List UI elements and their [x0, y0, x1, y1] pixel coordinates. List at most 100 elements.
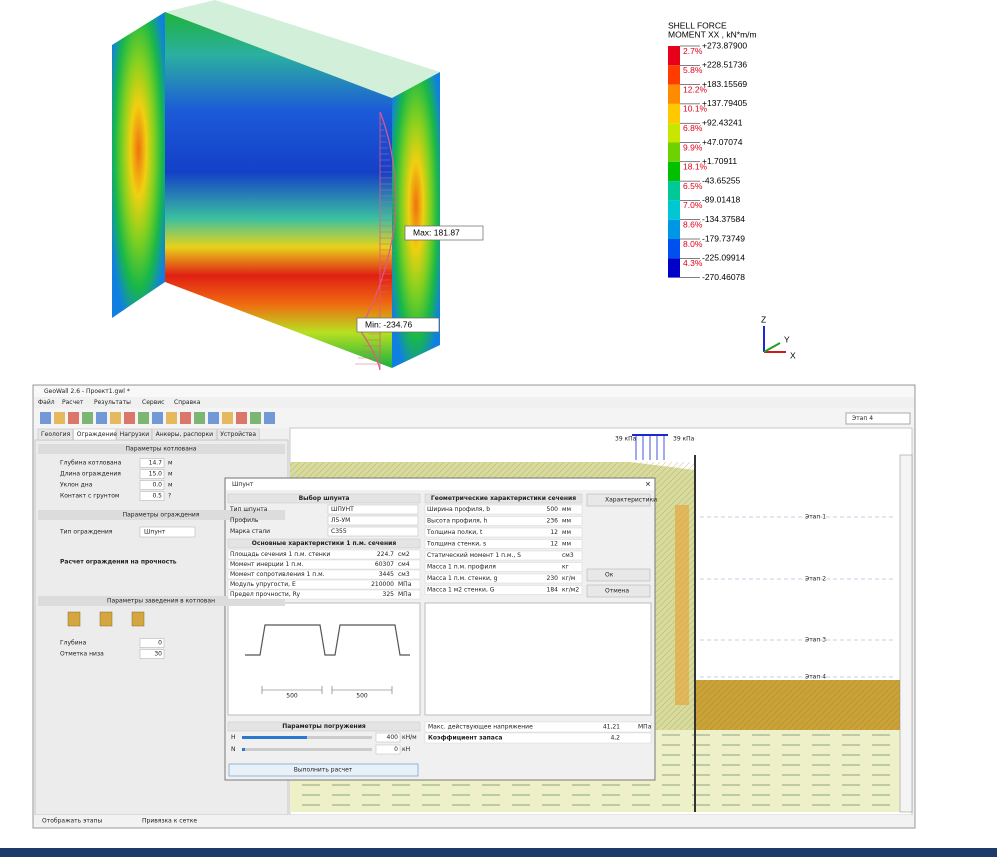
stage-label: Этап 3 [805, 637, 826, 644]
row-label: Высота профиля, h [427, 518, 488, 525]
max-label: Max: 181.87 [413, 227, 460, 237]
footer-bar [0, 848, 997, 857]
tab[interactable] [73, 428, 117, 441]
stage-label: Этап 2 [805, 576, 826, 583]
tab[interactable] [152, 428, 217, 441]
result-row [424, 721, 652, 733]
toolbar-icon[interactable] [236, 412, 247, 424]
toolbar-icon[interactable] [82, 412, 93, 424]
stage-label: Этап 4 [805, 674, 826, 681]
field-input[interactable] [139, 638, 165, 648]
row-value: 60307 [375, 561, 394, 568]
load-arrows [635, 436, 665, 460]
toolbar-icon[interactable] [138, 412, 149, 424]
table-row [424, 562, 583, 572]
dialog-close[interactable]: ✕ [645, 481, 651, 489]
toolbar-icon[interactable] [110, 412, 121, 424]
legend-value: +1.70911 [702, 156, 737, 166]
legend-value: -134.37584 [702, 214, 745, 224]
slider-fill[interactable] [242, 748, 245, 751]
tab[interactable] [216, 428, 260, 441]
tab-label: Анкеры, распорки [156, 431, 214, 438]
toolbar-icon[interactable] [96, 412, 107, 424]
row-label: Момент инерции 1 п.м. [230, 561, 304, 568]
row-unit: см3 [562, 552, 574, 559]
embed-icon[interactable] [131, 611, 145, 627]
field-value: 0 [158, 640, 162, 647]
field-input[interactable] [139, 491, 165, 501]
legend-value: -89.01418 [702, 195, 741, 205]
toolbar-icon[interactable] [54, 412, 65, 424]
menu-item[interactable]: Справка [174, 399, 201, 406]
toolbar-icon[interactable] [194, 412, 205, 424]
legend-value: +228.51736 [702, 60, 747, 70]
stage-select[interactable] [845, 412, 911, 425]
toolbar-icon[interactable] [166, 412, 177, 424]
field-label: Отметка низа [60, 651, 104, 658]
slider-fill[interactable] [242, 736, 307, 739]
combo[interactable] [139, 526, 196, 538]
row-unit: кг/м2 [562, 587, 579, 594]
tab-label: Устройства [220, 431, 256, 438]
legend-value: +137.79405 [702, 98, 747, 108]
menu-item[interactable]: Результаты [94, 399, 131, 406]
table-row [227, 559, 421, 570]
legend-swatch [668, 46, 680, 66]
dimension-lines [261, 686, 393, 694]
button[interactable] [586, 584, 651, 598]
toolbar-icon[interactable] [250, 412, 261, 424]
tab[interactable] [116, 428, 152, 441]
section-title: Параметры ограждения [123, 512, 200, 519]
tab[interactable] [37, 428, 74, 441]
field-input[interactable] [139, 458, 165, 468]
toolbar-icon[interactable] [208, 412, 219, 424]
field-label: Тип ограждения [59, 529, 113, 536]
row-label: Профиль [230, 517, 259, 524]
button[interactable] [586, 568, 651, 582]
toolbar-icon[interactable] [264, 412, 275, 424]
menu-item[interactable]: Файл [38, 399, 55, 406]
embed-icon[interactable] [99, 611, 113, 627]
row-unit: см3 [398, 571, 410, 578]
status-bar [34, 815, 914, 827]
menu-item[interactable]: Расчет [62, 399, 84, 406]
legend-title: SHELL FORCE [668, 20, 727, 30]
table-row [424, 550, 583, 561]
legend-subtitle: MOMENT XX , kN*m/m [668, 29, 757, 39]
table-row [424, 504, 583, 515]
row-unit: МПа [398, 591, 412, 598]
field-input[interactable] [139, 649, 165, 659]
toolbar-icon[interactable] [124, 412, 135, 424]
combo[interactable] [327, 526, 419, 537]
button-label: Характеристики [605, 497, 657, 504]
combo[interactable] [327, 504, 419, 515]
field-input[interactable] [375, 744, 401, 755]
table-header [424, 493, 583, 504]
field-value: 30 [154, 651, 162, 658]
field-input[interactable] [139, 480, 165, 490]
table-row [424, 539, 583, 549]
min-label: Min: -234.76 [365, 319, 413, 329]
toolbar-icon[interactable] [152, 412, 163, 424]
button[interactable] [586, 493, 651, 507]
button[interactable] [228, 763, 419, 777]
toolbar-icon[interactable] [180, 412, 191, 424]
row-unit: кН/м [402, 734, 417, 741]
row-label: Ширина профиля, b [427, 506, 490, 513]
field-value: 14.7 [149, 460, 163, 467]
legend-percent: 12.2% [683, 84, 708, 94]
field-input[interactable] [375, 732, 401, 743]
toolbar-icon[interactable] [40, 412, 51, 424]
y-label: Y [784, 334, 790, 344]
toolbar-icon[interactable] [68, 412, 79, 424]
combo[interactable] [327, 515, 419, 526]
field-input[interactable] [139, 469, 165, 479]
legend-value: +47.07074 [702, 137, 743, 147]
left-wing [112, 12, 165, 318]
row-value: 12 [550, 529, 558, 536]
legend-swatch [668, 161, 680, 182]
section-title: Параметры заведения в котлован [107, 598, 215, 605]
embed-icon[interactable] [67, 611, 81, 627]
menu-item[interactable]: Сервис [142, 399, 164, 406]
toolbar-icon[interactable] [222, 412, 233, 424]
